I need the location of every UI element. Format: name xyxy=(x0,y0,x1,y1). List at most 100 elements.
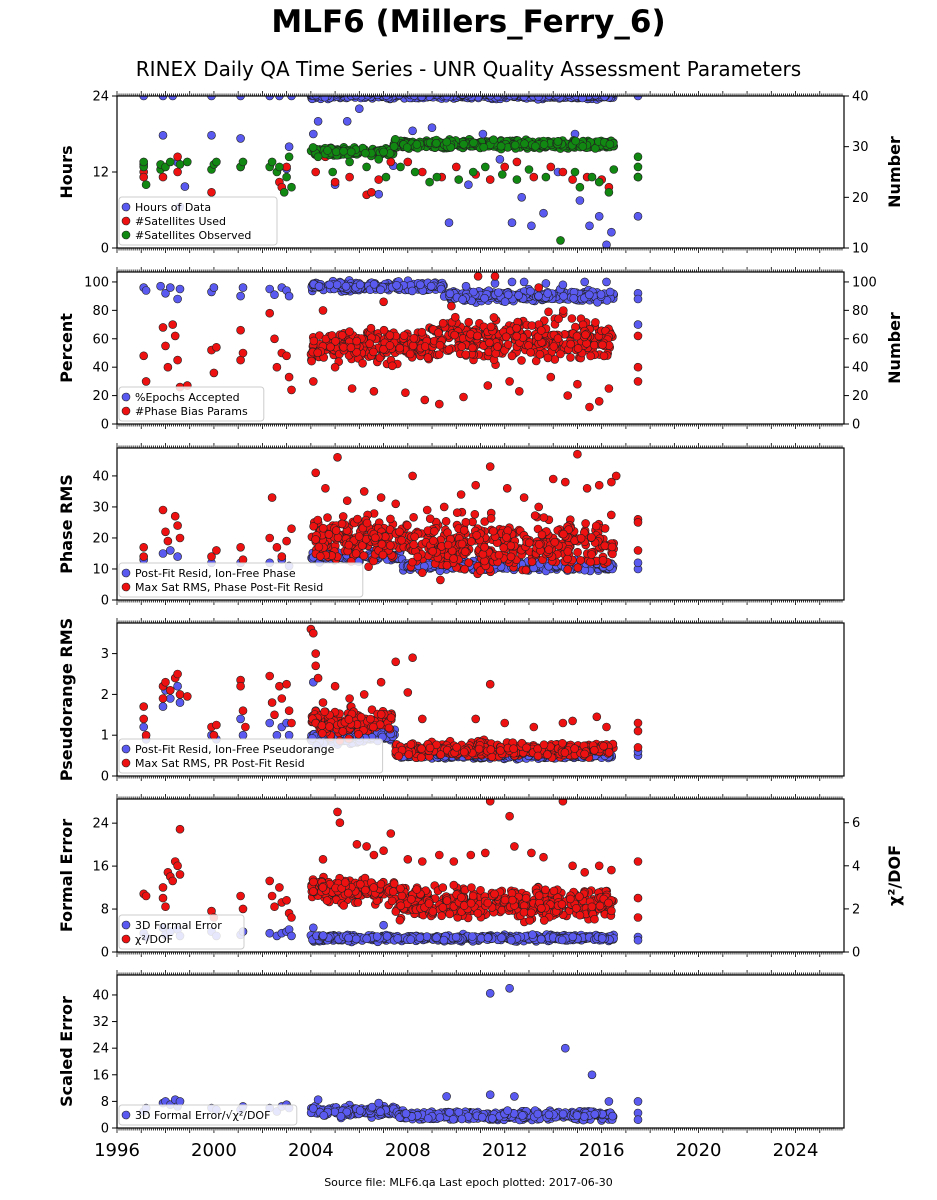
data-point xyxy=(403,157,413,167)
data-point xyxy=(337,519,347,529)
data-point xyxy=(158,96,168,101)
data-point xyxy=(426,281,436,291)
data-point xyxy=(367,188,376,197)
data-point xyxy=(374,175,384,184)
data-point xyxy=(397,535,406,545)
legend-label: #Satellites Observed xyxy=(135,229,251,242)
data-point xyxy=(459,392,468,402)
data-point xyxy=(461,350,471,359)
data-point xyxy=(369,386,379,396)
data-point xyxy=(464,317,474,327)
data-point xyxy=(569,293,579,303)
data-point xyxy=(236,355,245,365)
data-point xyxy=(156,281,165,291)
y-tick-label: 12 xyxy=(92,166,109,181)
data-point xyxy=(527,221,536,231)
data-point xyxy=(207,131,216,140)
y-tick-label: 0 xyxy=(101,242,109,257)
legend-marker xyxy=(121,202,131,212)
data-point xyxy=(396,162,405,172)
data-point xyxy=(345,172,354,182)
data-point xyxy=(412,140,422,149)
data-point xyxy=(309,336,319,346)
data-point xyxy=(353,514,362,524)
data-point xyxy=(473,272,483,281)
y-axis-right: 10 20 30 40 xyxy=(844,90,869,257)
data-point xyxy=(609,165,619,174)
data-point xyxy=(534,283,544,292)
data-point xyxy=(168,96,177,101)
data-point xyxy=(161,341,170,351)
data-point xyxy=(354,104,364,113)
data-point xyxy=(392,280,401,290)
data-point xyxy=(314,282,324,291)
data-point xyxy=(558,167,568,177)
data-point xyxy=(589,340,599,350)
data-point xyxy=(313,117,323,126)
data-point xyxy=(633,558,643,568)
data-point xyxy=(544,307,553,317)
data-point xyxy=(345,157,354,167)
data-point xyxy=(575,182,585,192)
y-tick-label: 100 xyxy=(84,275,109,290)
panel-2: 0 20 40 60 80 100 Percent 0 20 40 60 80 100 Number %Ep… xyxy=(57,267,904,433)
data-point xyxy=(236,134,245,143)
data-point xyxy=(556,236,565,245)
data-point xyxy=(510,140,520,150)
data-point xyxy=(314,542,324,552)
data-point xyxy=(212,157,221,167)
data-point xyxy=(158,323,168,332)
data-point xyxy=(358,358,367,368)
data-point xyxy=(591,96,600,100)
data-point xyxy=(451,162,461,172)
data-point xyxy=(311,96,321,100)
y-axis-label: Percent xyxy=(57,313,76,383)
data-point xyxy=(158,172,168,182)
data-point xyxy=(390,135,400,144)
data-point xyxy=(517,193,527,202)
data-point xyxy=(366,323,376,333)
y-tick-label: 60 xyxy=(92,332,109,347)
legend-marker xyxy=(121,392,131,402)
data-point xyxy=(209,283,219,292)
y-tick-label: 20 xyxy=(92,389,109,404)
data-point xyxy=(385,341,395,350)
y2-tick-label: 30 xyxy=(852,140,869,155)
data-point xyxy=(386,514,395,524)
data-point xyxy=(527,321,537,330)
data-point xyxy=(571,136,580,146)
y2-axis-label: Number xyxy=(885,312,904,384)
y2-tick-label: 100 xyxy=(852,275,877,290)
series-2 xyxy=(139,272,643,412)
data-point xyxy=(275,96,284,101)
data-point xyxy=(287,385,296,395)
data-point xyxy=(318,523,328,533)
data-point xyxy=(558,280,568,290)
data-point xyxy=(378,550,388,560)
legend-marker xyxy=(121,230,131,240)
legend-box xyxy=(118,196,278,246)
data-point xyxy=(563,565,573,574)
data-point xyxy=(342,117,352,126)
data-point xyxy=(282,162,291,172)
data-point xyxy=(512,323,521,333)
data-point xyxy=(633,294,643,304)
data-point xyxy=(500,162,510,172)
y2-axis-label: Number xyxy=(885,136,904,208)
data-point xyxy=(534,291,543,301)
y-tick-label: 40 xyxy=(92,361,109,376)
data-point xyxy=(284,291,294,301)
data-point xyxy=(399,331,409,340)
data-point xyxy=(520,139,529,148)
data-point xyxy=(494,288,503,297)
data-point xyxy=(602,277,611,287)
data-point xyxy=(485,175,495,184)
data-point xyxy=(633,377,643,386)
data-point xyxy=(361,148,370,158)
data-point xyxy=(594,212,604,221)
data-point xyxy=(578,142,588,151)
data-point xyxy=(362,162,371,172)
data-point xyxy=(459,140,468,149)
data-point xyxy=(351,96,361,100)
